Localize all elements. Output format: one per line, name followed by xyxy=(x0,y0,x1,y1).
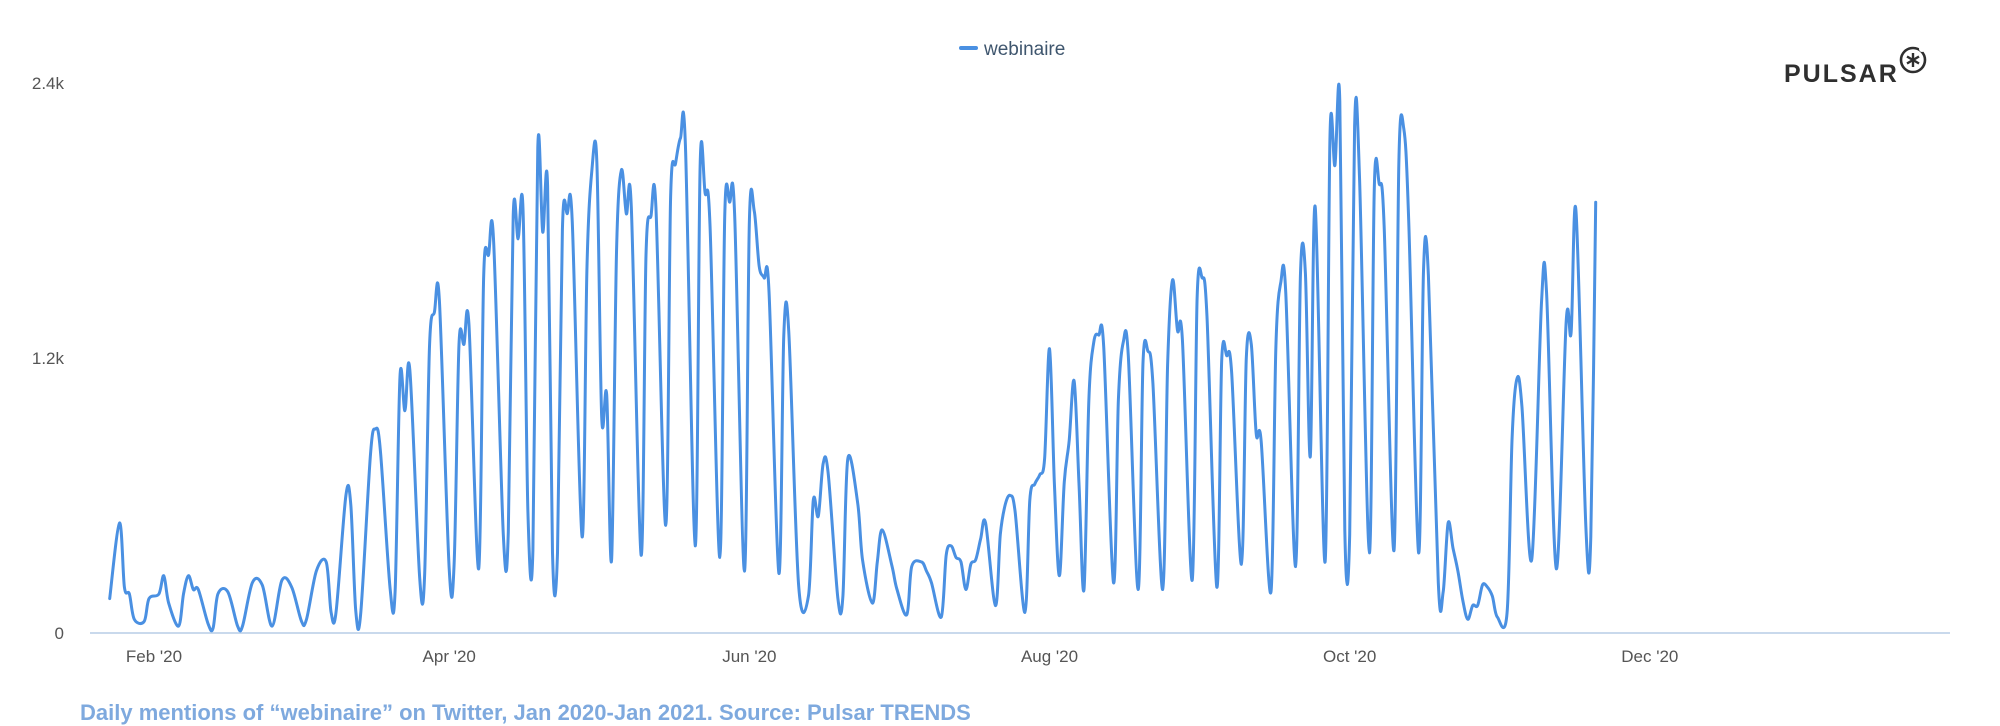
legend-label[interactable]: webinaire xyxy=(983,39,1065,60)
y-tick-label: 1.2k xyxy=(32,349,65,368)
brand-name: PULSAR xyxy=(1784,60,1899,88)
chart-caption: Daily mentions of “webinaire” on Twitter… xyxy=(80,700,971,725)
x-tick-label: Feb '20 xyxy=(126,647,182,666)
legend[interactable]: webinaire xyxy=(959,39,1065,60)
y-axis-ticks: 0 1.2k 2.4k xyxy=(32,74,65,643)
y-tick-label: 0 xyxy=(55,624,64,643)
x-tick-label: Aug '20 xyxy=(1021,647,1078,666)
series-group xyxy=(108,82,1598,633)
brand-logo: PULSAR xyxy=(1784,46,1927,88)
asterisk-circle-icon xyxy=(1899,46,1927,74)
x-axis-ticks: Feb '20 Apr '20 Jun '20 Aug '20 Oct '20 Dec '… xyxy=(126,647,1679,666)
series-line-webinaire[interactable] xyxy=(108,82,1598,633)
x-tick-label: Jun '20 xyxy=(722,647,776,666)
x-tick-label: Dec '20 xyxy=(1621,647,1678,666)
x-tick-label: Oct '20 xyxy=(1323,647,1376,666)
y-tick-label: 2.4k xyxy=(32,74,65,93)
x-tick-label: Apr '20 xyxy=(423,647,476,666)
